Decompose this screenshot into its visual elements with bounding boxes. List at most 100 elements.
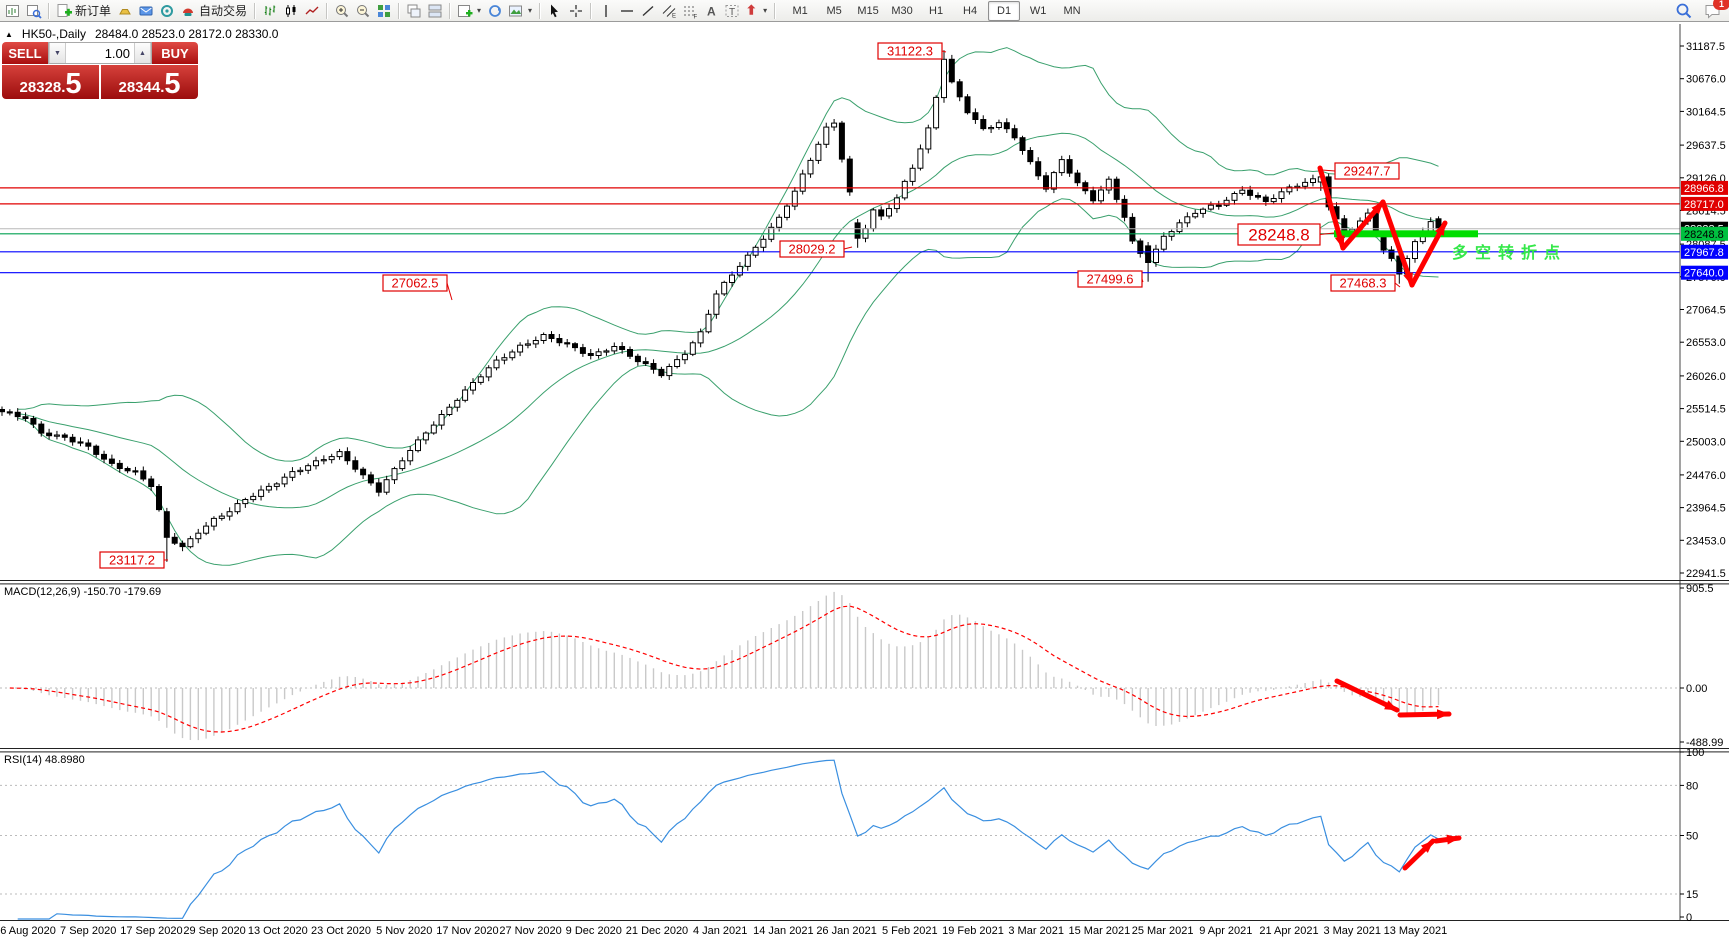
horizontal-line-tool-icon[interactable] [616,1,637,21]
bar-chart-mode-icon[interactable] [259,1,280,21]
line-chart-mode-icon[interactable] [301,1,322,21]
pane-splitter[interactable] [0,751,1729,753]
new-chart-dropdown-button[interactable]: ▾ [454,1,484,21]
candle-body [289,471,296,478]
autoscroll-icon[interactable] [484,1,505,21]
zoom-in-icon[interactable] [331,1,352,21]
gold-symbol-icon[interactable] [114,1,135,21]
crosshair-tool-icon[interactable] [565,1,586,21]
trendline-tool-icon[interactable] [637,1,658,21]
candle-body [886,208,892,217]
trend-arrow[interactable] [1433,834,1462,845]
tile-windows-icon[interactable] [373,1,394,21]
trend-arrow[interactable] [1334,678,1400,713]
trend-arrow[interactable] [1380,199,1415,288]
candle-body [572,343,578,349]
pane-splitter[interactable] [0,580,1729,581]
autotrade-button[interactable]: 自动交易 [177,1,250,21]
pane-splitter[interactable] [0,748,1729,749]
candle [846,155,853,196]
trend-arrow[interactable] [1397,709,1452,720]
candle [93,444,100,458]
price-callout-box[interactable] [877,42,943,60]
price-callout-box[interactable] [1077,270,1143,288]
price-callout-box[interactable] [1237,223,1321,246]
green-zone-bar[interactable] [1334,230,1478,238]
chart-profiles-icon[interactable] [23,1,44,21]
chat-icon[interactable]: 1 [1702,0,1729,21]
candle [485,365,492,382]
candle-body [776,216,783,228]
price-callout-text: 27468.3 [1340,276,1387,291]
trend-arrow[interactable] [1402,838,1436,871]
candle-body [218,515,225,519]
candle-body [729,274,735,284]
trend-arrow[interactable] [1317,165,1346,251]
tf-button-M30[interactable]: M30 [891,4,913,17]
price-callout-box[interactable] [1334,162,1400,180]
new-order-button[interactable]: 新订单 [53,1,114,21]
tf-button-MN[interactable]: MN [1063,4,1081,17]
one-click-collapse-icon[interactable]: ▲ [5,30,13,39]
candle [226,507,233,521]
templates-dropdown-button[interactable]: ▾ [505,1,535,21]
pane-splitter[interactable] [0,583,1729,585]
buy-price[interactable]: 28344. 5 [101,65,198,99]
candle-body [760,238,767,248]
tf-button-W1[interactable]: W1 [1029,4,1047,17]
signal-icon[interactable] [156,1,177,21]
candle-body [901,180,908,199]
volume-input[interactable]: 1.00 [104,45,130,61]
cascade-windows-icon[interactable] [403,1,424,21]
text-label-tool-icon[interactable]: T [721,1,742,21]
vertical-line-tool-icon[interactable] [595,1,616,21]
new-chart-file-icon[interactable] [2,1,23,21]
tf-button-M15[interactable]: M15 [857,4,879,17]
candle-body [870,209,877,230]
bollinger-lower-band [17,198,1439,566]
volume-increase-button[interactable]: ▲ [134,43,151,63]
candle-body [422,432,429,441]
trend-arrow[interactable] [1340,199,1386,251]
volume-decrease-button[interactable]: ▼ [49,43,66,63]
date-axis-label: 17 Sep 2020 [120,925,182,937]
sell-price[interactable]: 28328. 5 [2,65,99,99]
tf-button-M1[interactable]: M1 [792,4,808,17]
price-callout-box[interactable] [779,240,845,258]
zoom-out-icon[interactable] [352,1,373,21]
sell-button[interactable]: SELL [2,42,48,64]
candle [69,434,76,446]
candle-body [540,334,547,341]
candle [148,475,155,491]
text-tool-icon[interactable]: A [700,1,721,21]
candle [163,507,170,562]
channel-tool-icon[interactable]: E [658,1,679,21]
tf-button-M5[interactable]: M5 [826,4,842,17]
search-icon[interactable] [1673,1,1694,21]
trend-arrow[interactable] [1409,220,1448,288]
turning-point-annotation[interactable]: 多空转折点 [1452,243,1567,262]
buy-button[interactable]: BUY [152,42,198,64]
price-callout-box[interactable] [99,551,165,569]
candle-body [658,368,665,377]
candle [210,516,217,531]
fibonacci-tool-icon[interactable]: F [679,1,700,21]
price-callout-box[interactable] [382,274,448,292]
candle-body [846,158,853,193]
callout-connector [941,50,947,53]
arrange-windows-icon[interactable] [424,1,445,21]
candle-body [375,482,382,493]
price-callout-box[interactable] [1330,274,1396,292]
mail-icon[interactable] [135,1,156,21]
candle-body [446,406,453,416]
tf-button-H4[interactable]: H4 [963,4,978,17]
candle-body [1153,248,1159,263]
tf-button-H1[interactable]: H1 [929,4,944,17]
candlestick-mode-icon[interactable] [280,1,301,21]
tf-button-D1[interactable]: D1 [988,0,1021,21]
candle [524,339,531,349]
cursor-tool-icon[interactable] [544,1,565,21]
candle [689,340,696,357]
shapes-dropdown-button[interactable]: ▾ [742,1,770,21]
